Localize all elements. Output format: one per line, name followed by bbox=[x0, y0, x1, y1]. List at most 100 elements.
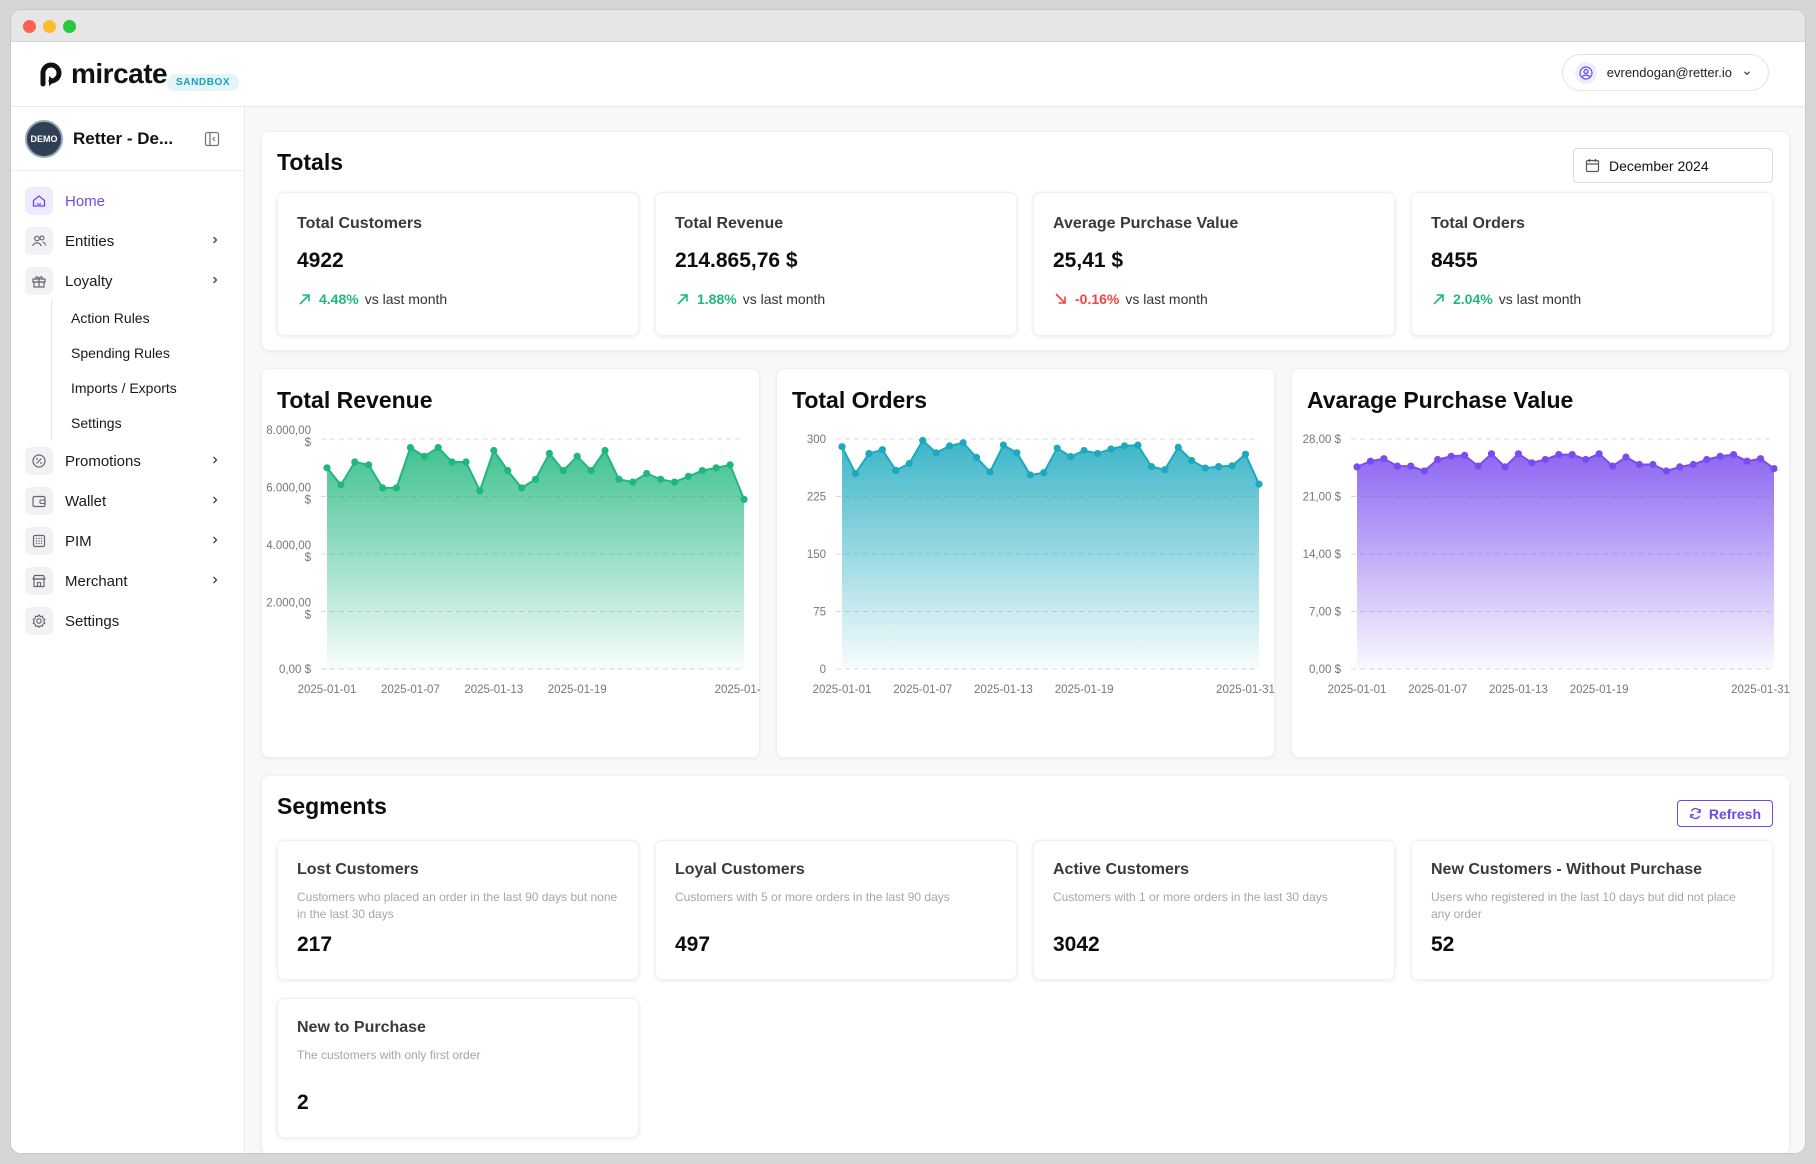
data-point bbox=[1487, 450, 1496, 458]
chart-title: Avarage Purchase Value bbox=[1307, 387, 1574, 413]
x-tick-label: 2025-01-13 bbox=[974, 684, 1033, 696]
sidebar-item-label: Entities bbox=[65, 232, 115, 250]
maximize-window-button[interactable] bbox=[63, 20, 76, 33]
data-point bbox=[559, 467, 567, 475]
data-point bbox=[959, 439, 967, 447]
change-percent: 1.88% bbox=[697, 291, 737, 307]
data-point bbox=[986, 468, 994, 476]
x-tick-label: 2025-01-13 bbox=[1489, 684, 1548, 696]
trend-up-icon bbox=[299, 294, 310, 305]
change-caption: vs last month bbox=[364, 291, 448, 307]
chart-svg: 0,00 $ 7,00 $ 14,00 $ 21,00 $ 28,00 $ 2025-01… bbox=[1303, 434, 1790, 696]
sidebar-item-loyalty[interactable]: Loyalty bbox=[11, 261, 244, 301]
gift-icon bbox=[25, 267, 53, 295]
y-tick-label: 300 bbox=[807, 434, 826, 446]
segment-card[interactable]: Lost Customers Customers who placed an o… bbox=[277, 840, 639, 980]
x-tick-label: 2025-01-01 bbox=[1328, 684, 1387, 696]
total-card-label: Total Orders bbox=[1431, 215, 1525, 232]
data-point bbox=[337, 481, 345, 489]
data-point bbox=[1228, 462, 1236, 470]
segment-card[interactable]: New Customers - Without Purchase Users w… bbox=[1411, 840, 1773, 980]
y-tick-label: 8.000,00 bbox=[266, 425, 311, 437]
sidebar: DEMO Retter - De... Home Entities Loyalt… bbox=[11, 107, 245, 1153]
data-point bbox=[1447, 452, 1455, 460]
sidebar-item-spending-rules[interactable]: Spending Rules bbox=[71, 345, 170, 361]
sidebar-item-action-rules[interactable]: Action Rules bbox=[71, 310, 150, 326]
data-point bbox=[1434, 455, 1442, 464]
y-tick-label: $ bbox=[305, 552, 312, 564]
user-menu-button[interactable]: evrendogan@retter.io bbox=[1561, 54, 1769, 91]
change-percent: -0.16% bbox=[1075, 291, 1120, 307]
x-tick-label: 2025-01-13 bbox=[464, 684, 523, 696]
brand-logo[interactable]: mircate bbox=[35, 58, 168, 90]
chevron-down-icon bbox=[1744, 70, 1750, 75]
data-point bbox=[379, 484, 387, 492]
segment-card[interactable]: Active Customers Customers with 1 or mor… bbox=[1033, 840, 1395, 980]
sidebar-item-wallet[interactable]: Wallet bbox=[11, 481, 244, 521]
sidebar-item-entities[interactable]: Entities bbox=[11, 221, 244, 261]
sidebar-item-pim[interactable]: PIM bbox=[11, 521, 244, 561]
y-tick-label: 75 bbox=[813, 607, 826, 619]
close-window-button[interactable] bbox=[23, 20, 36, 33]
data-point bbox=[1716, 452, 1724, 460]
chevron-right-icon bbox=[213, 236, 218, 244]
area-fill bbox=[327, 447, 744, 669]
orders-chart-panel: Total Orders 0 75 150 225 300 2025-01-01 2025-… bbox=[776, 368, 1275, 758]
segment-label: Loyal Customers bbox=[675, 861, 805, 878]
data-point bbox=[1756, 455, 1765, 463]
change-percent: 4.48% bbox=[319, 291, 359, 307]
data-point bbox=[462, 458, 470, 466]
data-point bbox=[1040, 469, 1048, 477]
x-tick-label: 2025-01-07 bbox=[893, 684, 952, 696]
x-tick-label: 2025-01-01 bbox=[813, 684, 872, 696]
y-tick-label: 150 bbox=[807, 549, 826, 561]
data-point bbox=[406, 444, 414, 452]
sidebar-item-merchant[interactable]: Merchant bbox=[11, 561, 244, 601]
sidebar-item-label: PIM bbox=[65, 532, 92, 550]
refresh-button[interactable]: Refresh bbox=[1676, 800, 1773, 827]
sidebar-collapse-icon[interactable] bbox=[204, 131, 220, 147]
refresh-label: Refresh bbox=[1708, 805, 1761, 822]
y-tick-label: 14,00 $ bbox=[1303, 549, 1342, 561]
sidebar-item-loyalty-settings[interactable]: Settings bbox=[71, 415, 122, 431]
store-icon bbox=[25, 567, 53, 595]
data-point bbox=[1703, 455, 1711, 464]
y-tick-label: 6.000,00 bbox=[266, 483, 311, 495]
area-fill bbox=[1357, 453, 1774, 669]
y-tick-label: $ bbox=[305, 437, 312, 449]
data-point bbox=[740, 495, 748, 503]
data-point bbox=[712, 464, 720, 472]
data-point bbox=[892, 466, 900, 474]
data-point bbox=[1541, 455, 1549, 464]
data-point bbox=[643, 469, 651, 478]
sidebar-item-promotions[interactable]: Promotions bbox=[11, 441, 244, 481]
data-point bbox=[323, 464, 331, 472]
x-tick-label: 2025-01-31 bbox=[1731, 684, 1790, 696]
home-icon bbox=[25, 187, 53, 215]
data-point bbox=[972, 453, 981, 461]
data-point bbox=[1080, 446, 1088, 455]
minimize-window-button[interactable] bbox=[43, 20, 56, 33]
data-point bbox=[1353, 463, 1361, 471]
sidebar-item-settings[interactable]: Settings bbox=[11, 601, 244, 641]
calendar-icon bbox=[1585, 159, 1600, 173]
data-point bbox=[1407, 462, 1415, 470]
sidebar-item-home[interactable]: Home bbox=[11, 181, 244, 221]
totals-panel: Totals December 2024 Total Customers 492… bbox=[261, 131, 1790, 351]
chevron-right-icon bbox=[213, 576, 218, 584]
data-point bbox=[865, 450, 873, 458]
org-switcher[interactable]: DEMO Retter - De... bbox=[11, 107, 244, 171]
data-point bbox=[365, 461, 373, 469]
org-name: Retter - De... bbox=[73, 128, 174, 148]
data-point bbox=[1013, 449, 1021, 457]
segment-card[interactable]: New to Purchase The customers with only … bbox=[277, 998, 639, 1138]
brand-name: mircate bbox=[71, 58, 168, 89]
date-picker[interactable]: December 2024 bbox=[1573, 148, 1773, 183]
sidebar-item-imports-exports[interactable]: Imports / Exports bbox=[71, 380, 177, 396]
total-card-value: 8455 bbox=[1431, 249, 1478, 272]
segment-description: The customers with only first order bbox=[297, 1048, 481, 1062]
segment-label: New to Purchase bbox=[297, 1019, 426, 1036]
users-icon bbox=[25, 227, 53, 255]
segment-card[interactable]: Loyal Customers Customers with 5 or more… bbox=[655, 840, 1017, 980]
data-point bbox=[504, 467, 512, 475]
